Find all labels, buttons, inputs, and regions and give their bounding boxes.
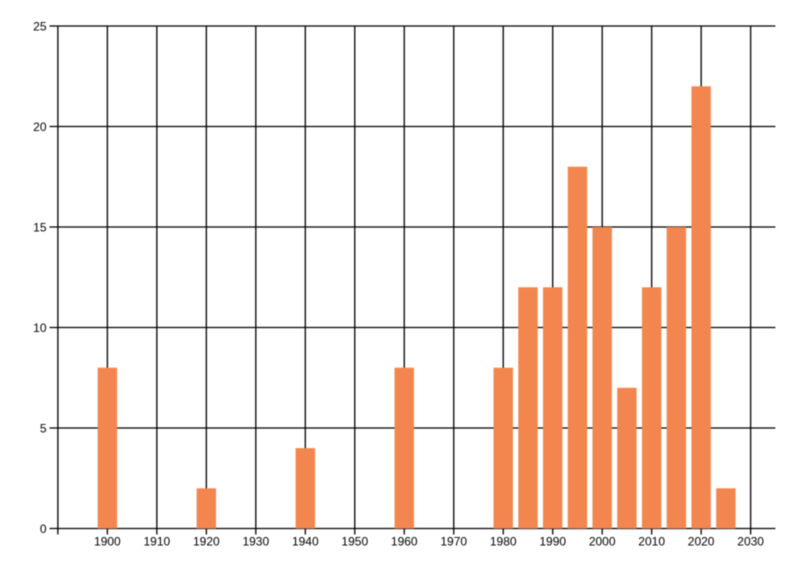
- svg-text:10: 10: [33, 321, 47, 335]
- svg-text:1970: 1970: [440, 535, 467, 549]
- svg-text:1950: 1950: [341, 535, 368, 549]
- svg-text:1940: 1940: [292, 535, 319, 549]
- svg-text:20: 20: [33, 120, 47, 134]
- svg-text:2010: 2010: [638, 535, 665, 549]
- svg-text:1980: 1980: [490, 535, 517, 549]
- svg-text:2000: 2000: [589, 535, 616, 549]
- svg-text:15: 15: [33, 221, 47, 235]
- svg-text:1920: 1920: [193, 535, 220, 549]
- svg-text:2030: 2030: [737, 535, 764, 549]
- svg-text:1960: 1960: [391, 535, 418, 549]
- svg-text:1930: 1930: [242, 535, 269, 549]
- svg-text:0: 0: [40, 522, 47, 536]
- svg-text:5: 5: [40, 422, 47, 436]
- svg-text:1990: 1990: [539, 535, 566, 549]
- svg-text:2020: 2020: [688, 535, 715, 549]
- svg-text:25: 25: [33, 20, 47, 34]
- svg-text:1910: 1910: [144, 535, 171, 549]
- svg-text:1900: 1900: [94, 535, 121, 549]
